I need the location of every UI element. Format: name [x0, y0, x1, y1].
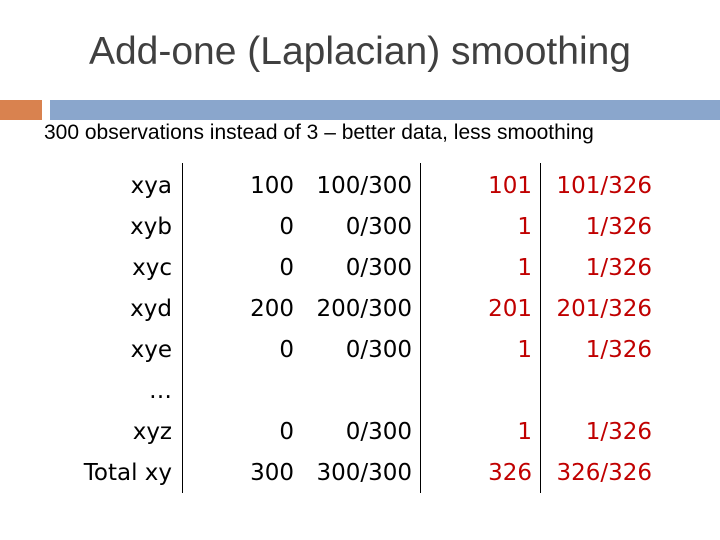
column-divider — [540, 163, 541, 493]
smoothed-count: 1 — [517, 255, 532, 281]
smoothed-count — [440, 371, 532, 412]
column-divider — [420, 163, 421, 493]
table-row: Total xy 300 300/300 326 326/326 — [0, 453, 720, 494]
title-rule-bar — [50, 100, 720, 120]
table-row: xyb 0 0/300 1 1/326 — [0, 207, 720, 248]
smoothed-probability: 1/326 — [585, 337, 652, 363]
table-row: xyz 0 0/300 1 1/326 — [0, 412, 720, 453]
raw-probability: 300/300 — [316, 460, 412, 486]
row-label: Total xy — [83, 460, 172, 486]
smoothed-count: 1 — [517, 337, 532, 363]
row-label: … — [149, 378, 172, 404]
smoothed-probability: 326/326 — [556, 460, 652, 486]
smoothed-count: 101 — [488, 173, 532, 199]
slide-title: Add-one (Laplacian) smoothing — [88, 30, 631, 73]
raw-probability: 0/300 — [345, 214, 412, 240]
raw-count: 0 — [279, 214, 294, 240]
row-label: xye — [130, 337, 172, 363]
smoothed-probability: 1/326 — [585, 214, 652, 240]
row-label: xyd — [130, 296, 172, 322]
smoothed-count: 326 — [488, 460, 532, 486]
smoothed-probability: 1/326 — [585, 255, 652, 281]
row-label: xyb — [130, 214, 172, 240]
raw-probability: 0/300 — [345, 419, 412, 445]
row-label: xya — [130, 173, 172, 199]
raw-count: 300 — [250, 460, 294, 486]
raw-count — [200, 371, 294, 412]
row-label: xyc — [132, 255, 172, 281]
accent-bar — [0, 100, 42, 120]
raw-probability: 0/300 — [345, 255, 412, 281]
raw-count: 0 — [279, 255, 294, 281]
table-row: xya 100 100/300 101 101/326 — [0, 166, 720, 207]
raw-probability: 0/300 — [345, 337, 412, 363]
raw-count: 0 — [279, 337, 294, 363]
raw-probability: 200/300 — [316, 296, 412, 322]
column-divider — [182, 163, 183, 493]
table-row: … — [0, 371, 720, 412]
raw-count: 100 — [250, 173, 294, 199]
smoothed-probability — [542, 371, 652, 412]
smoothed-count: 201 — [488, 296, 532, 322]
raw-count: 0 — [279, 419, 294, 445]
table-row: xye 0 0/300 1 1/326 — [0, 330, 720, 371]
raw-count: 200 — [250, 296, 294, 322]
smoothed-count: 1 — [517, 214, 532, 240]
smoothed-count: 1 — [517, 419, 532, 445]
raw-probability — [304, 371, 412, 412]
raw-probability: 100/300 — [316, 173, 412, 199]
table-row: xyd 200 200/300 201 201/326 — [0, 289, 720, 330]
smoothed-probability: 1/326 — [585, 419, 652, 445]
smoothing-table: xya 100 100/300 101 101/326 xyb 0 0/300 … — [0, 163, 720, 493]
row-label: xyz — [132, 419, 172, 445]
smoothed-probability: 201/326 — [556, 296, 652, 322]
smoothed-probability: 101/326 — [556, 173, 652, 199]
table-row: xyc 0 0/300 1 1/326 — [0, 248, 720, 289]
slide-subtitle: 300 observations instead of 3 – better d… — [44, 121, 594, 144]
